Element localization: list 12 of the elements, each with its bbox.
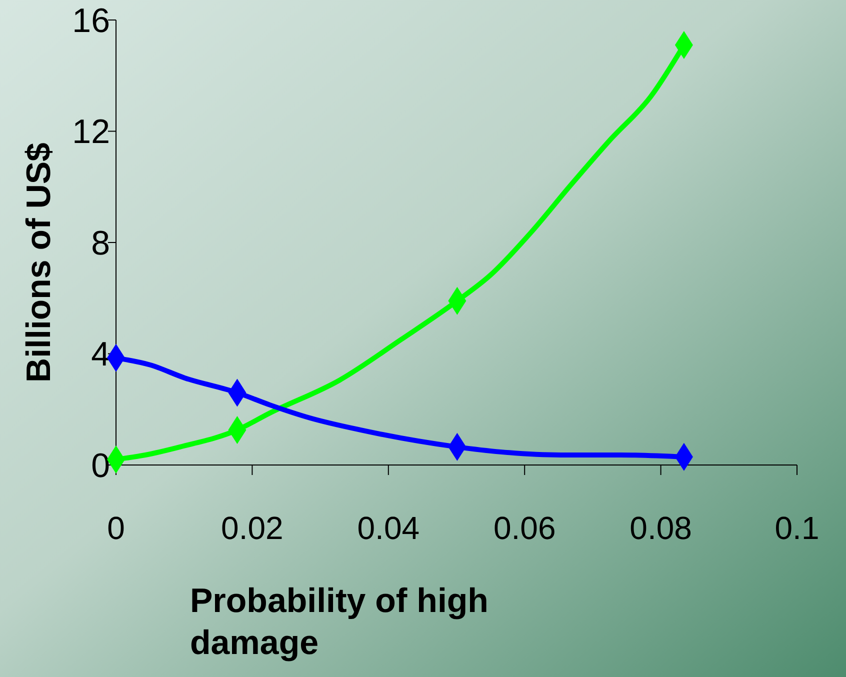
x-tick-label: 0.04 [357,510,420,546]
y-tick-label: 4 [91,336,110,374]
y-tick-label: 8 [91,224,110,262]
x-tick-label: 0.08 [630,510,692,546]
x-axis-title: Probability of high damage [190,582,488,662]
y-tick-label: 16 [72,2,110,40]
x-tick-label: 0.02 [221,510,284,546]
x-tick-label: 0.1 [774,510,820,546]
x-tick-label: 0.06 [493,510,556,546]
y-tick-label: 12 [72,113,110,152]
y-tick-label: 0 [91,446,110,485]
y-axis-title: Billions of US$ [20,142,58,382]
